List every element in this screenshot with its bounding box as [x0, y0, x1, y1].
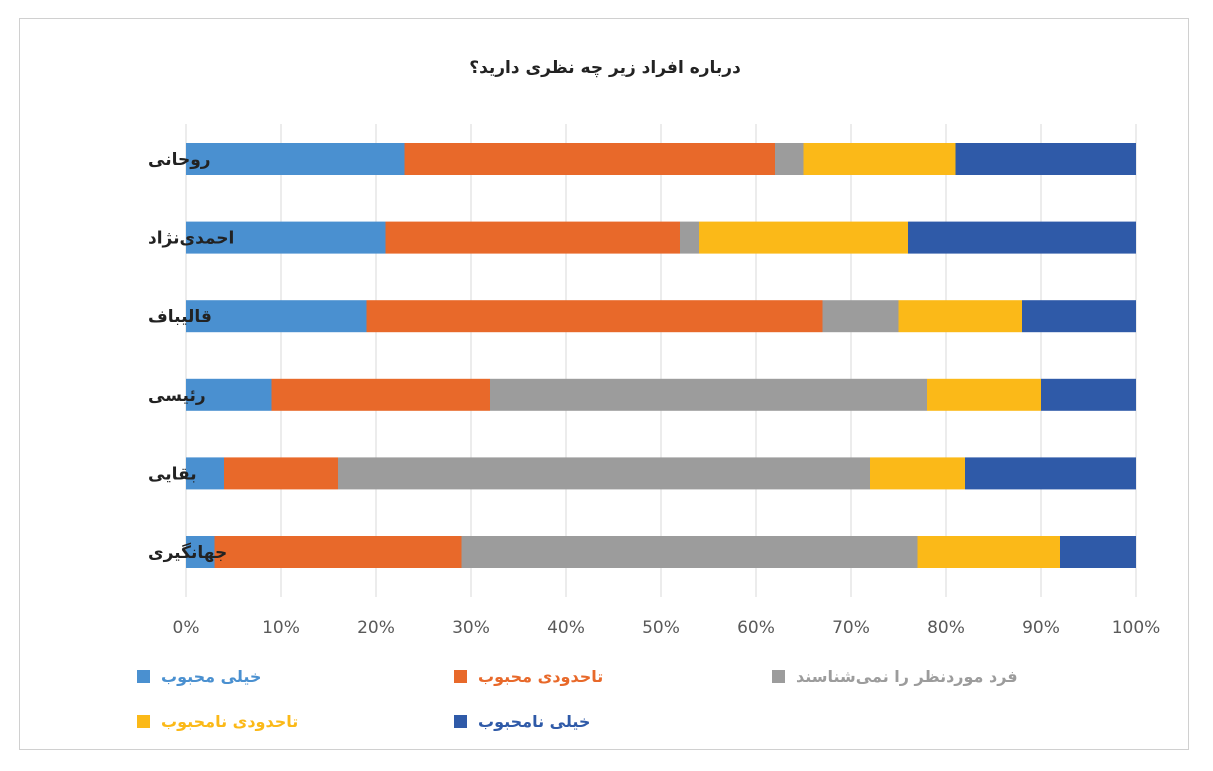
bar-segment	[927, 378, 1041, 411]
category-label: روحانی	[148, 150, 211, 170]
bar-segment	[490, 378, 927, 411]
x-tick-label: 50%	[642, 618, 680, 638]
legend-item: خیلی نامحبوب	[454, 712, 590, 731]
bars-layer	[186, 143, 1136, 568]
bar-segment	[224, 457, 338, 490]
bar-segment	[186, 536, 215, 568]
legend: خیلی محبوب تاحدودی محبوب فرد موردنظر را نم…	[137, 667, 1018, 731]
legend-swatch	[137, 715, 150, 728]
bar-segment	[385, 221, 680, 254]
x-tick-label: 20%	[357, 618, 395, 638]
bar-segment	[271, 378, 490, 411]
grid-layer	[185, 124, 1137, 597]
chart-svg: درباره افراد زیر چه نظری دارید؟ روحانی اح…	[137, 58, 1161, 731]
bar-segment	[461, 536, 918, 568]
legend-label: خیلی نامحبوب	[478, 712, 590, 731]
legend-swatch	[454, 715, 467, 728]
category-label: احمدی‌نژاد	[148, 229, 234, 249]
legend-item: فرد موردنظر را نمی‌شناسند	[772, 667, 1018, 686]
chart-frame: درباره افراد زیر چه نظری دارید؟ روحانی اح…	[19, 18, 1189, 750]
bar-segment	[822, 300, 899, 333]
legend-item: خیلی محبوب	[137, 667, 261, 686]
chart-title: درباره افراد زیر چه نظری دارید؟	[469, 58, 741, 78]
legend-label: تاحدودی نامحبوب	[161, 712, 298, 731]
legend-item: تاحدودی محبوب	[454, 667, 603, 686]
x-tick-label: 30%	[452, 618, 490, 638]
bar-segment	[1041, 378, 1136, 411]
category-label: بقایی	[148, 464, 197, 484]
category-label: قالیباف	[148, 307, 212, 327]
bar-segment	[186, 143, 405, 175]
bar-segment	[404, 143, 775, 175]
bar-segment	[870, 457, 965, 490]
x-tick-label: 0%	[173, 618, 200, 638]
bar-segment	[338, 457, 870, 490]
bar-segment	[965, 457, 1136, 490]
bar-segment	[803, 143, 956, 175]
x-tick-label: 10%	[262, 618, 300, 638]
bar-segment	[186, 300, 367, 333]
legend-label: خیلی محبوب	[161, 667, 261, 686]
legend-label: تاحدودی محبوب	[478, 667, 603, 686]
legend-swatch	[772, 670, 785, 683]
bar-segment	[955, 143, 1136, 175]
bar-segment	[775, 143, 804, 175]
x-tick-label: 100%	[1112, 618, 1161, 638]
legend-label: فرد موردنظر را نمی‌شناسند	[796, 667, 1018, 686]
bar-segment	[908, 221, 1136, 254]
bar-segment	[680, 221, 699, 254]
legend-swatch	[454, 670, 467, 683]
bar-segment	[898, 300, 1022, 333]
bar-segment	[366, 300, 823, 333]
bar-segment	[186, 221, 386, 254]
x-tick-label: 80%	[927, 618, 965, 638]
x-tick-label: 40%	[547, 618, 585, 638]
bar-segment	[1022, 300, 1136, 333]
bar-segment	[1060, 536, 1136, 568]
bar-segment	[186, 378, 272, 411]
legend-item: تاحدودی نامحبوب	[137, 712, 298, 731]
x-axis-tick-labels: 0% 10% 20% 30% 40% 50% 60% 70% 80% 90% 100%	[173, 618, 1161, 638]
bar-segment	[214, 536, 462, 568]
category-label: رئیسی	[148, 386, 206, 406]
category-label: جهانگیری	[148, 542, 227, 563]
legend-swatch	[137, 670, 150, 683]
bar-segment	[699, 221, 908, 254]
x-tick-label: 70%	[832, 618, 870, 638]
category-labels: روحانی احمدی‌نژاد قالیباف رئیسی بقایی جهانگیر…	[148, 150, 234, 563]
x-tick-label: 60%	[737, 618, 775, 638]
x-tick-label: 90%	[1022, 618, 1060, 638]
bar-segment	[186, 457, 224, 490]
bar-segment	[917, 536, 1060, 568]
